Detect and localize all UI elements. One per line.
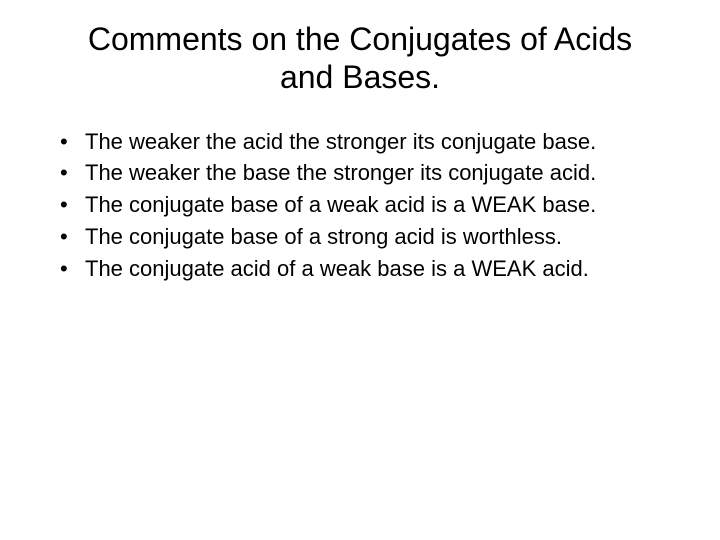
bullet-list: The weaker the acid the stronger its con…: [40, 127, 680, 283]
slide-title: Comments on the Conjugates of Acids and …: [40, 20, 680, 97]
list-item: The weaker the acid the stronger its con…: [60, 127, 680, 157]
list-item: The conjugate acid of a weak base is a W…: [60, 254, 680, 284]
list-item: The conjugate base of a strong acid is w…: [60, 222, 680, 252]
list-item: The weaker the base the stronger its con…: [60, 158, 680, 188]
list-item: The conjugate base of a weak acid is a W…: [60, 190, 680, 220]
